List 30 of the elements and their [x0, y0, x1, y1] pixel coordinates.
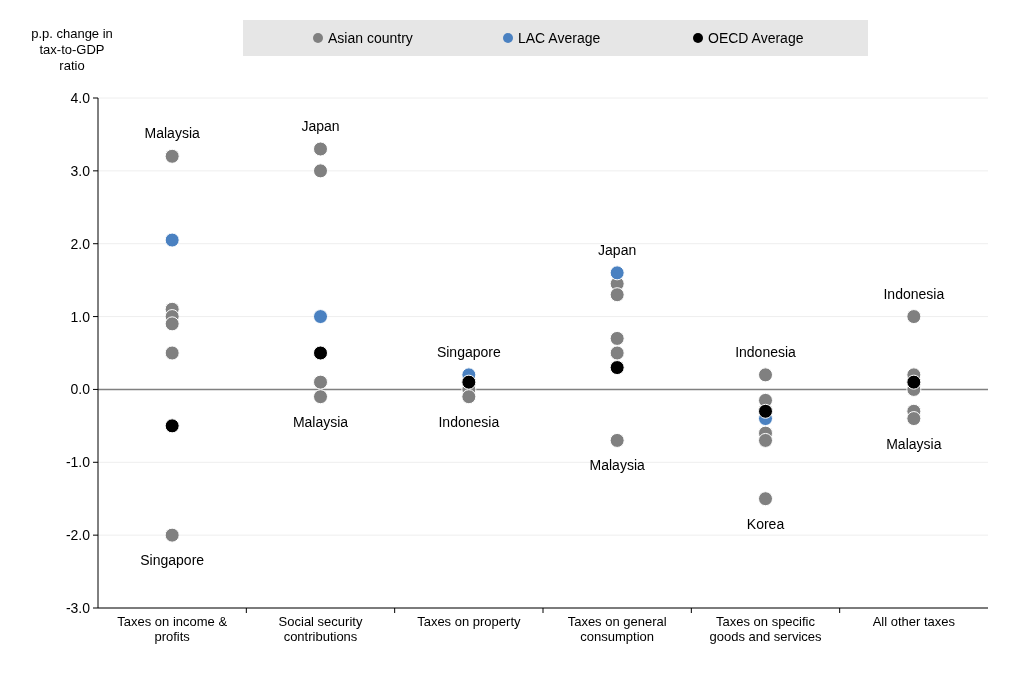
x-tick-label: Social security contributions [278, 614, 363, 644]
y-tick-label: 4.0 [70, 90, 91, 106]
legend-label: LAC Average [518, 30, 601, 46]
annotation: Indonesia [735, 343, 797, 360]
annotation: Korea [746, 515, 785, 532]
annotation: Malaysia [292, 413, 349, 430]
x-tick-label: All other taxes [872, 614, 956, 629]
legend-label: OECD Average [708, 30, 804, 46]
y-tick-label: 1.0 [70, 308, 91, 325]
y-tick-label: 2.0 [70, 235, 91, 252]
x-tick-label: Taxes on general consumption [567, 614, 667, 644]
annotation: Malaysia [144, 125, 200, 142]
annotation: Japan [301, 118, 340, 134]
x-tick-label: Taxes on income & profits [117, 614, 228, 644]
annotation: Indonesia [883, 285, 945, 302]
annotation: Japan [598, 241, 637, 258]
annotation: Singapore [140, 552, 205, 569]
y-tick-label: 0.0 [70, 381, 91, 398]
annotation: Singapore [436, 343, 501, 360]
y-tick-label: 3.0 [70, 162, 91, 179]
annotation: Malaysia [886, 435, 942, 452]
annotation: Malaysia [589, 457, 645, 474]
y-tick-label: -2.0 [65, 527, 91, 544]
y-tick-label: -1.0 [65, 454, 91, 471]
x-tick-label: Taxes on property [417, 614, 521, 629]
legend-label: Asian country [328, 30, 413, 46]
y-tick-label: -3.0 [65, 600, 91, 616]
x-tick-label: Taxes on specific goods and services [709, 614, 822, 644]
annotation: Indonesia [438, 413, 500, 430]
y-axis-title: p.p. change in tax-to-GDP ratio [31, 26, 113, 73]
